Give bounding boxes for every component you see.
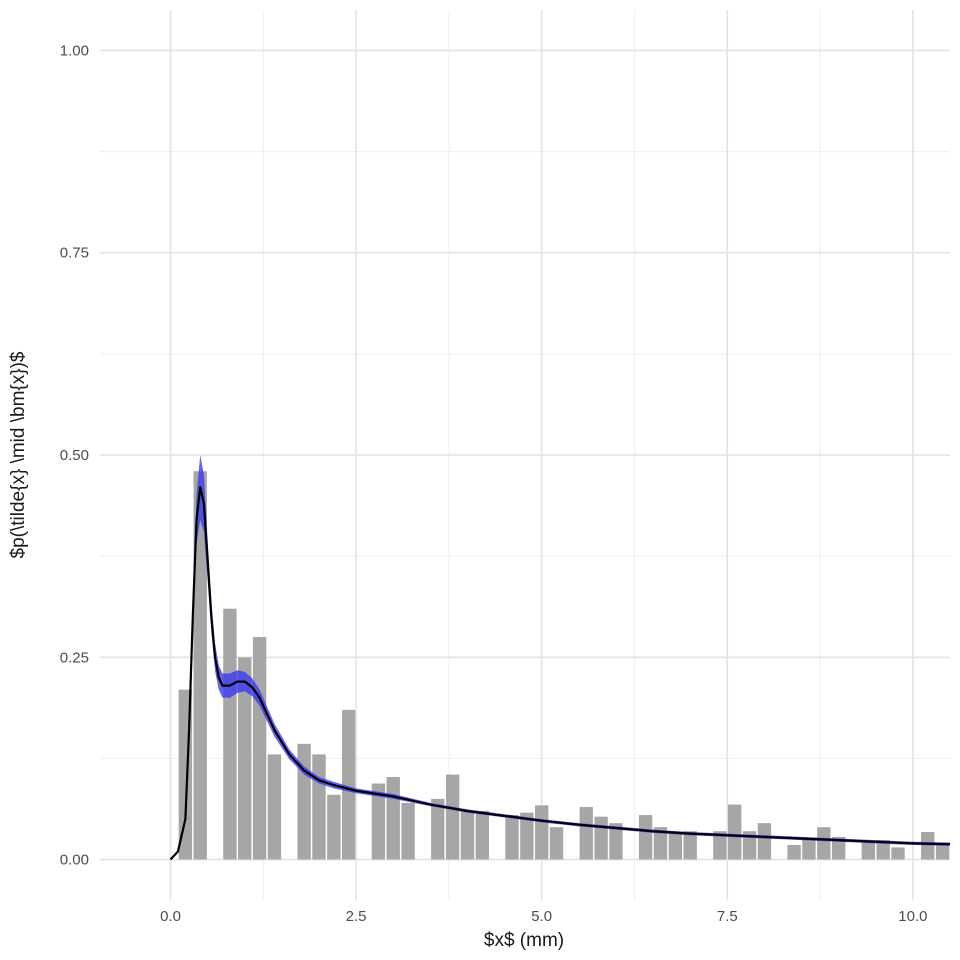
density-line [169,486,951,861]
histogram-bar [831,836,846,860]
y-tick-label: 0.50 [60,447,89,464]
histogram-bar [431,798,445,860]
histogram-bar [460,811,475,860]
histogram-bar [386,777,400,860]
histogram-bar [327,794,341,860]
x-tick-label: 0.0 [160,908,181,925]
x-axis-title: $x$ (mm) [484,930,564,951]
y-axis-ticks: 0.00 0.25 0.50 0.75 1.00 [60,42,89,868]
y-tick-label: 0.00 [60,852,89,869]
histogram-bar [535,805,549,860]
histogram-bar [445,774,460,860]
histogram-bar [787,844,801,860]
x-tick-label: 7.5 [717,908,738,925]
histogram-bar [653,827,668,860]
histogram-bar [713,831,727,860]
histogram-bar [267,754,282,860]
histogram-bar [683,831,697,860]
histogram-bars [178,471,950,860]
histogram-bar [891,847,905,860]
x-tick-label: 2.5 [346,908,367,925]
histogram-bar [475,811,489,860]
histogram-bar [609,823,623,860]
histogram-bar [817,827,831,860]
x-tick-label: 10.0 [898,908,927,925]
histogram-bar [638,815,653,860]
y-tick-label: 0.25 [60,649,89,666]
histogram-bar [505,815,519,860]
histogram-bar [802,839,816,860]
x-axis-ticks: 0.0 2.5 5.0 7.5 10.0 [160,908,927,925]
histogram-bar [238,657,252,860]
histogram-bar [876,840,890,860]
y-tick-label: 0.75 [60,245,89,262]
x-tick-label: 5.0 [531,908,552,925]
histogram-bar [223,608,237,860]
histogram-bar [728,804,742,860]
density-line-group [169,486,951,861]
histogram-bar [520,812,534,860]
histogram-bar [342,709,356,860]
histogram-bar [252,637,267,860]
histogram-bar [549,827,564,860]
histogram-bar [861,841,876,860]
histogram-bar [921,832,935,860]
histogram-bar [193,471,207,860]
histogram-bar [742,831,757,860]
y-axis-title: $p(\tilde{x} \mid \bm{x})$ [8,351,29,558]
y-tick-label: 1.00 [60,42,89,59]
histogram-bar [668,833,683,860]
histogram-bar [935,843,950,860]
histogram-bar [371,783,386,860]
histogram-bar [579,806,593,860]
histogram-bar [401,802,415,860]
histogram-bar [312,754,326,860]
histogram-bar [757,823,772,860]
histogram-bar [594,816,608,860]
